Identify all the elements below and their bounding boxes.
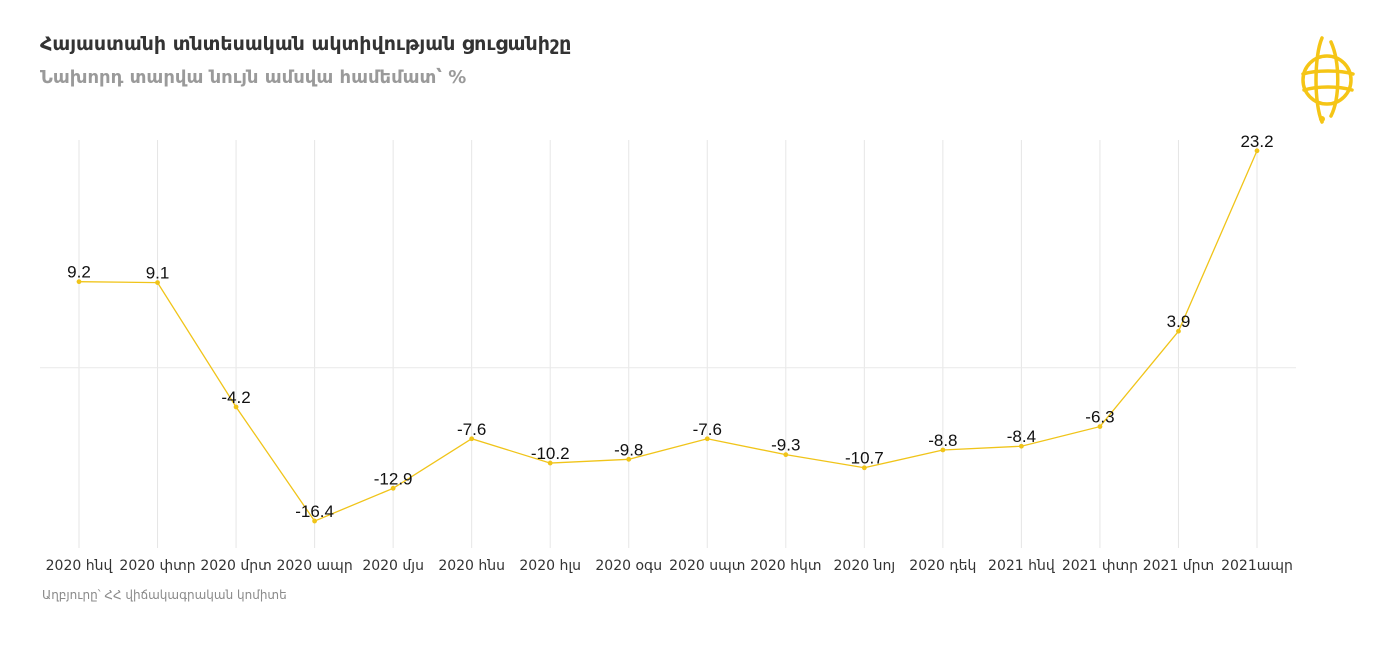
x-tick-label: 2020 ապր	[276, 558, 352, 574]
data-label: 23.2	[1240, 132, 1273, 151]
data-point[interactable]	[547, 460, 553, 466]
chart-subtitle: Նախորդ տարվա նույն ամսվա համեմատ՝ %	[40, 67, 467, 88]
data-point[interactable]	[469, 436, 475, 442]
data-point[interactable]	[233, 404, 239, 410]
data-point[interactable]	[76, 279, 82, 285]
series-line	[78, 150, 1258, 522]
data-label: -9.8	[614, 440, 643, 459]
x-tick-label: 2021ապր	[1221, 558, 1293, 574]
x-tick-label: 2020 մրտ	[200, 558, 271, 574]
data-label: -9.3	[771, 436, 800, 455]
data-point[interactable]	[626, 456, 632, 462]
data-point[interactable]	[312, 518, 317, 524]
globe-emblem-icon	[1301, 36, 1355, 124]
x-tick-label: 2020 սպտ	[669, 558, 745, 574]
data-point[interactable]	[1019, 443, 1024, 449]
series-line-layer	[78, 150, 1258, 522]
x-tick-label: 2020 դեկ	[909, 558, 976, 574]
x-tick-label: 2020 օգս	[595, 558, 662, 574]
data-label: -10.2	[531, 444, 570, 463]
source-note: Աղբյուրը՝ ՀՀ վիճակագրական կոմիտե	[42, 588, 287, 602]
x-tick-label: 2021 փտր	[1062, 558, 1138, 574]
x-tick-label: 2020 հլս	[519, 558, 581, 574]
data-label: 9.1	[146, 264, 170, 283]
x-tick-label: 2020 նոյ	[834, 558, 896, 574]
data-point[interactable]	[390, 485, 396, 491]
data-label: 9.2	[67, 263, 91, 282]
x-tick-label: 2020 հկտ	[750, 558, 821, 574]
data-point[interactable]	[861, 465, 867, 471]
data-label: -7.6	[457, 420, 486, 439]
x-tick-label: 2020 հնվ	[46, 558, 114, 574]
x-tick-label: 2020 փտր	[119, 558, 195, 574]
x-axis-tick-labels: 2020 հնվ 2020 փտր 2020 մրտ 2020 ապր 2020 մյս…	[46, 558, 1293, 574]
data-point[interactable]	[1254, 148, 1260, 154]
data-point[interactable]	[1176, 328, 1181, 334]
data-points	[76, 148, 1260, 524]
data-label: -6.3	[1085, 408, 1114, 427]
x-tick-label: 2021 մրտ	[1143, 558, 1214, 574]
data-label: -8.8	[928, 431, 957, 450]
x-tick-label: 2021 հնվ	[988, 558, 1056, 574]
data-point[interactable]	[940, 447, 946, 453]
data-label: -12.9	[374, 469, 413, 488]
data-label: 3.9	[1167, 312, 1191, 331]
data-point[interactable]	[704, 436, 710, 442]
data-label: -4.2	[221, 388, 250, 407]
data-point[interactable]	[1097, 424, 1103, 430]
data-point[interactable]	[783, 452, 789, 458]
grid-lines	[40, 140, 1296, 548]
data-labels: 9.2 9.1 -4.2 -16.4 -12.9 -7.6 -10.2 -9.8 -7.6 -9.…	[67, 132, 1273, 521]
data-label: -10.7	[845, 449, 884, 468]
data-point[interactable]	[155, 280, 160, 286]
x-tick-label: 2020 մյս	[362, 558, 424, 574]
data-label: -8.4	[1007, 427, 1036, 446]
x-tick-label: 2020 հնս	[438, 558, 505, 574]
data-label: -16.4	[295, 502, 334, 521]
data-label: -7.6	[693, 420, 722, 439]
chart-title: Հայաստանի տնտեսական ակտիվության ցուցանիշ…	[40, 33, 572, 55]
